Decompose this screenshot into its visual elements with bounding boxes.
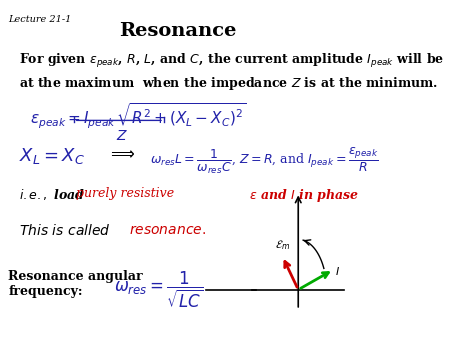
Text: $\omega_{res}L = \dfrac{1}{\omega_{res}C}$, $Z = R$, and $I_{peak} = \dfrac{\var: $\omega_{res}L = \dfrac{1}{\omega_{res}C… (150, 146, 378, 176)
Text: Resonance: Resonance (119, 22, 237, 40)
Text: at the maximum  when the impedance $Z$ is at the minimum.: at the maximum when the impedance $Z$ is… (19, 75, 438, 92)
Text: $\omega_{res} = \dfrac{1}{\sqrt{LC}}$: $\omega_{res} = \dfrac{1}{\sqrt{LC}}$ (114, 270, 204, 310)
Text: For given $\varepsilon_{peak}$, $R$, $L$, and $C$, the current amplitude $I_{pea: For given $\varepsilon_{peak}$, $R$, $L$… (19, 52, 444, 70)
Text: $\it{This\ is\ called\ }$: $\it{This\ is\ called\ }$ (19, 223, 111, 238)
Text: $I$: $I$ (335, 265, 340, 276)
Text: $\it{resonance.}$: $\it{resonance.}$ (129, 223, 206, 237)
Text: $X_L = X_C$: $X_L = X_C$ (19, 146, 85, 166)
Text: $\it{i.e.,}$ load: $\it{i.e.,}$ load (19, 188, 86, 202)
Text: Resonance angular
frequency:: Resonance angular frequency: (9, 270, 143, 297)
Text: $\varepsilon$ and $I$ in phase: $\varepsilon$ and $I$ in phase (249, 188, 359, 204)
Text: Lecture 21-1: Lecture 21-1 (9, 15, 72, 24)
Text: $\varepsilon_{peak} = I_{peak}\,\sqrt{R^2 + (X_L - X_C)^2}$: $\varepsilon_{peak} = I_{peak}\,\sqrt{R^… (30, 102, 246, 131)
Text: $Z$: $Z$ (116, 129, 127, 143)
Text: $\mathcal{E}_m$: $\mathcal{E}_m$ (275, 238, 291, 251)
Text: purely resistive: purely resistive (76, 188, 174, 200)
Text: $\Longrightarrow$: $\Longrightarrow$ (108, 146, 135, 163)
